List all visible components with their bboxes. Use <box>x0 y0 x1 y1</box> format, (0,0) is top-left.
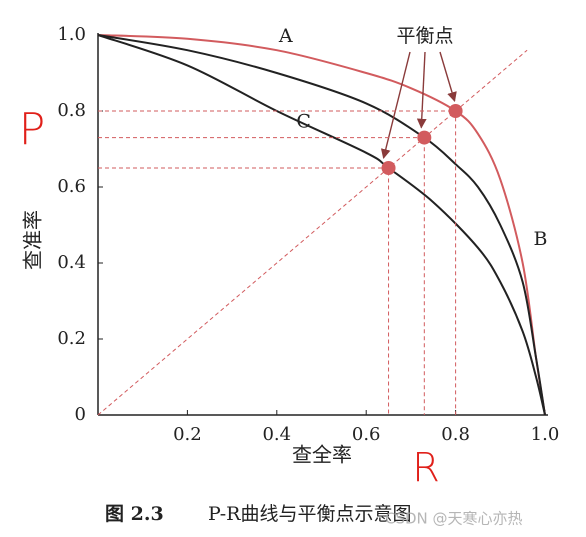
break-even-point <box>417 130 432 145</box>
guide-line <box>98 137 425 415</box>
y-tick-label: 0.4 <box>57 252 86 273</box>
x-tick-label: 0.2 <box>173 424 202 445</box>
x-axis-label: 查全率 <box>292 443 352 467</box>
y-tick-label: 0.8 <box>57 100 86 121</box>
y-tick-label: 0.6 <box>57 176 86 197</box>
y-tick-label: 1.0 <box>57 24 86 45</box>
break-even-label: 平衡点 <box>396 25 453 47</box>
curve-label: A <box>278 25 293 47</box>
curve <box>97 34 546 416</box>
x-tick-label: 0.4 <box>262 424 291 445</box>
y-tick-label: 0.2 <box>57 328 86 349</box>
handwritten-p: P <box>19 104 46 155</box>
break-even-arrow <box>439 51 457 102</box>
caption-number: 图 2.3 <box>105 503 164 525</box>
x-tick-label: 0.8 <box>441 424 470 445</box>
y-axis-label: 查准率 <box>21 210 45 270</box>
diagonal <box>97 49 528 416</box>
y-tick-label: 0 <box>75 404 86 425</box>
break-even-arrow <box>416 51 427 129</box>
watermark: CSDN @天寒心亦热 <box>385 510 523 528</box>
x-tick-label: 1.0 <box>531 424 560 445</box>
curve-label: B <box>534 228 548 250</box>
curve-label: C <box>296 110 311 132</box>
caption-text: P-R曲线与平衡点示意图 <box>208 503 411 525</box>
handwritten-r: R <box>412 445 440 491</box>
x-tick-label: 0.6 <box>352 424 381 445</box>
break-even-point <box>381 161 396 175</box>
curve <box>97 34 546 416</box>
break-even-point <box>448 104 463 118</box>
break-even-arrow <box>380 51 411 159</box>
